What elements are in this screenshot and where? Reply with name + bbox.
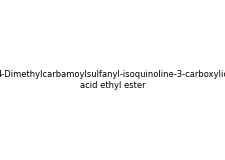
Text: 4-Dimethylcarbamoylsulfanyl-isoquinoline-3-carboxylic acid ethyl ester: 4-Dimethylcarbamoylsulfanyl-isoquinoline… <box>0 70 225 90</box>
